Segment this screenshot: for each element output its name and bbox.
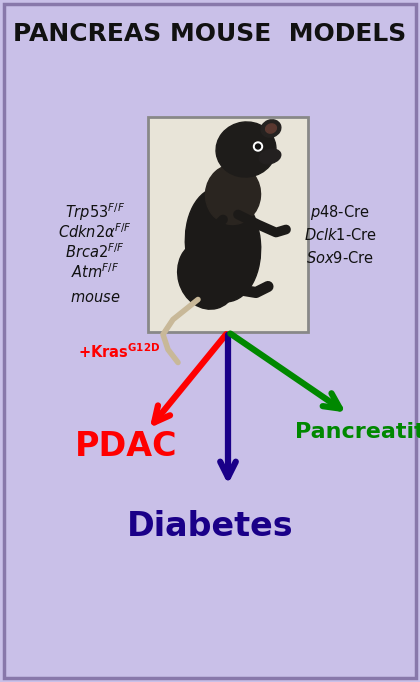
Text: Pancreatitis: Pancreatitis — [295, 422, 420, 442]
Text: PANCREAS MOUSE  MODELS: PANCREAS MOUSE MODELS — [13, 22, 407, 46]
Ellipse shape — [265, 124, 276, 133]
Circle shape — [254, 142, 262, 151]
Ellipse shape — [205, 164, 260, 224]
Text: $\it{Sox9}$-Cre: $\it{Sox9}$-Cre — [306, 250, 374, 266]
Text: Diabetes: Diabetes — [127, 511, 293, 544]
Ellipse shape — [259, 149, 281, 164]
Text: $\it{Trp53}$$^{F/F}$: $\it{Trp53}$$^{F/F}$ — [65, 201, 125, 223]
Ellipse shape — [216, 122, 276, 177]
Text: $\it{Cdkn2\alpha}$$^{F/F}$: $\it{Cdkn2\alpha}$$^{F/F}$ — [58, 222, 132, 241]
Circle shape — [255, 144, 260, 149]
Ellipse shape — [261, 120, 281, 137]
Text: $\it{mouse}$: $\it{mouse}$ — [70, 289, 120, 304]
Text: $\it{p48}$-Cre: $\it{p48}$-Cre — [310, 203, 370, 222]
Text: PDAC: PDAC — [75, 430, 178, 464]
Text: $\it{Atm}$$^{F/F}$: $\it{Atm}$$^{F/F}$ — [71, 263, 119, 282]
Bar — [148, 117, 308, 332]
Ellipse shape — [178, 240, 239, 309]
Text: $\mathbf{+Kras^{G12D}}$: $\mathbf{+Kras^{G12D}}$ — [78, 342, 160, 361]
Ellipse shape — [185, 187, 261, 302]
Text: $\it{Brca2}$$^{F/F}$: $\it{Brca2}$$^{F/F}$ — [65, 243, 125, 261]
Text: $\it{Dclk1}$-Cre: $\it{Dclk1}$-Cre — [304, 227, 376, 243]
